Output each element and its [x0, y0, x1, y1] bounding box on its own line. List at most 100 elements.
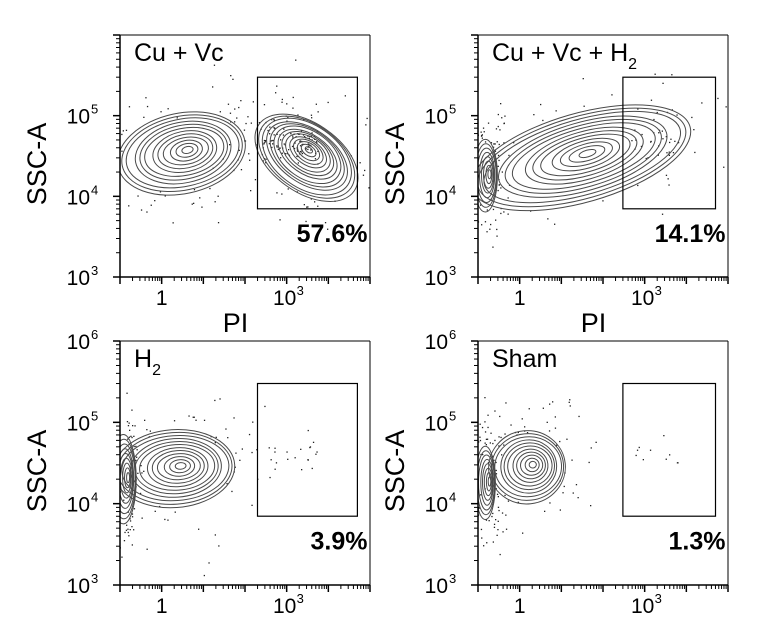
contour-line: [289, 136, 327, 169]
event-dot: [473, 491, 474, 492]
event-dot: [486, 438, 489, 440]
event-dot: [214, 201, 216, 203]
event-dot: [271, 146, 273, 149]
event-dot: [226, 483, 228, 485]
event-dot: [669, 454, 671, 456]
event-dot: [214, 399, 216, 402]
event-dot: [478, 506, 480, 508]
event-dot: [492, 246, 494, 248]
event-dot: [160, 111, 162, 113]
contour-line: [487, 169, 492, 180]
event-dot: [164, 195, 166, 197]
event-dot: [100, 512, 101, 513]
event-dot: [473, 507, 474, 508]
event-dot: [634, 129, 636, 131]
contour-line: [277, 128, 338, 180]
event-dot: [672, 152, 675, 154]
contour-line: [169, 459, 191, 474]
event-dot: [670, 138, 672, 140]
event-dot: [456, 164, 457, 165]
event-dot: [542, 119, 544, 122]
event-dot: [495, 473, 498, 475]
event-dot: [763, 112, 764, 113]
contour-line: [144, 126, 225, 177]
event-dot: [264, 141, 266, 143]
x-tick-label: 10: [273, 287, 296, 310]
contour-line: [488, 430, 566, 505]
event-dot: [656, 111, 658, 114]
x-tick-exponent: 3: [655, 591, 662, 606]
event-dot: [121, 133, 123, 136]
event-dot: [496, 534, 498, 536]
event-dot: [268, 143, 271, 145]
event-dot: [146, 105, 149, 108]
contour-line: [300, 143, 317, 158]
event-dot: [583, 105, 585, 107]
event-dot: [203, 419, 206, 421]
event-dot: [164, 518, 166, 521]
event-dot: [486, 542, 488, 544]
event-dot: [503, 122, 505, 125]
event-dot: [487, 426, 489, 429]
contour-line: [139, 443, 216, 491]
event-dot: [493, 143, 495, 145]
event-dot: [294, 457, 296, 459]
event-dot: [410, 279, 411, 280]
event-dot: [117, 555, 118, 556]
y-tick-label: 10: [425, 331, 448, 354]
event-dot: [693, 129, 695, 131]
event-dot: [314, 158, 317, 160]
event-dot: [490, 142, 493, 144]
event-dot: [304, 136, 306, 138]
event-dot: [258, 122, 261, 124]
event-dot: [300, 448, 302, 450]
event-dot: [300, 151, 302, 153]
event-dot: [493, 526, 496, 528]
event-dot: [640, 145, 643, 148]
event-dot: [126, 421, 129, 423]
event-dot: [493, 523, 496, 525]
event-dot: [667, 178, 669, 180]
event-dot: [437, 470, 438, 471]
event-dot: [299, 140, 302, 142]
event-dot: [128, 205, 130, 207]
event-dot: [250, 122, 252, 124]
event-dot: [471, 483, 472, 484]
event-dot: [495, 519, 497, 521]
event-dot: [475, 524, 476, 525]
event-dot: [671, 109, 673, 111]
event-dot: [611, 94, 613, 96]
event-dot: [141, 517, 143, 519]
x-tick-exponent: 3: [655, 283, 662, 298]
event-dot: [280, 139, 282, 141]
event-dot: [225, 428, 227, 430]
contour-line: [293, 138, 324, 165]
event-dot: [638, 446, 640, 449]
event-dot: [123, 540, 126, 542]
contour-line: [296, 141, 321, 162]
event-dot: [470, 167, 471, 168]
event-dot: [476, 532, 477, 533]
event-dot: [569, 405, 571, 407]
event-dot: [410, 219, 411, 220]
event-dot: [497, 154, 500, 157]
event-dot: [498, 143, 500, 146]
event-dot: [256, 449, 258, 451]
event-dot: [373, 186, 374, 187]
event-dot: [497, 189, 499, 192]
event-dot: [482, 127, 485, 129]
event-dot: [513, 142, 515, 144]
event-dot: [480, 528, 483, 531]
panel-title: Cu + Vc + H2: [492, 39, 637, 73]
plot-area: [437, 397, 679, 556]
event-dot: [471, 167, 472, 168]
contour-line: [157, 133, 214, 170]
contour-line: [269, 123, 345, 188]
event-dot: [462, 159, 463, 160]
event-dot: [217, 195, 219, 197]
event-dot: [547, 218, 549, 220]
event-dot: [131, 436, 133, 439]
event-dot: [217, 222, 220, 224]
event-dot: [129, 529, 131, 531]
event-dot: [467, 514, 468, 515]
